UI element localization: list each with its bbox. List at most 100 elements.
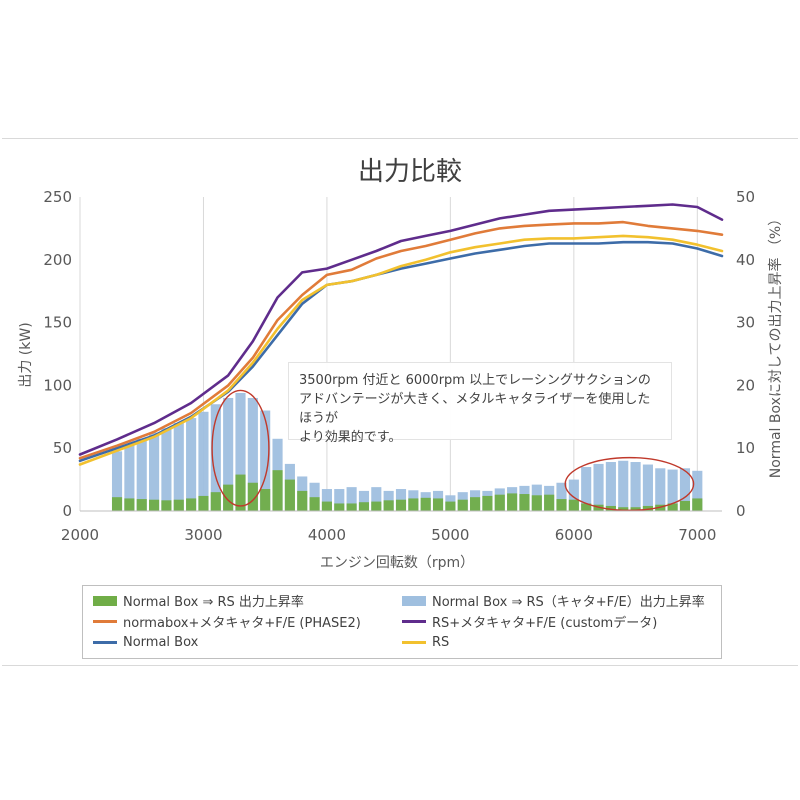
bar [260, 489, 271, 511]
bar [667, 469, 678, 511]
bar [210, 492, 221, 511]
bar [198, 495, 209, 511]
bar [124, 498, 135, 511]
bar [321, 489, 332, 511]
y2-tick-label: 30 [736, 314, 755, 332]
y-tick-label: 50 [53, 439, 72, 457]
bar [247, 482, 258, 511]
y2-tick-label: 20 [736, 376, 755, 394]
highlight-ellipses [211, 389, 695, 512]
bar [247, 397, 258, 511]
axes: 2000 3000 4000 5000 6000 7000 0 50 100 150 200 250 0… [43, 188, 755, 544]
bar [556, 499, 567, 511]
y-tick-label: 0 [62, 502, 72, 520]
bar [383, 500, 394, 511]
legend-swatch [402, 595, 426, 606]
bar [124, 445, 135, 511]
bars [111, 392, 703, 511]
bar [593, 463, 604, 511]
bar [642, 464, 653, 511]
bar [309, 497, 320, 511]
bar [297, 490, 308, 511]
legend-swatch [402, 641, 426, 644]
legend-swatch [93, 595, 117, 606]
x-tick-label: 3000 [184, 526, 222, 544]
bar [161, 428, 172, 511]
bar [149, 432, 160, 511]
annotation-box: 3500rpm 付近と 6000rpm 以上でレーシングサクションの アドバンテ… [288, 362, 672, 445]
bar [445, 501, 456, 511]
y-tick-label: 150 [43, 314, 72, 332]
series-line [78, 203, 724, 456]
bar [235, 392, 246, 511]
legend-label: Normal Box ⇒ RS（キャタ+F/E）出力上昇率 [432, 595, 705, 610]
bar [210, 404, 221, 511]
legend-label: RS+メタキャタ+F/E (customデータ) [432, 616, 658, 631]
y2-axis-label: Normal Boxに対しての出力上昇率 （%） [767, 212, 784, 478]
bar [111, 497, 123, 511]
bar [173, 499, 184, 511]
bar [605, 505, 616, 511]
bar [494, 494, 505, 511]
bar [284, 479, 295, 511]
bar [692, 470, 703, 511]
bar [223, 484, 234, 511]
bar [420, 497, 431, 511]
bar [309, 482, 320, 511]
bar [679, 468, 691, 511]
bar [334, 503, 345, 511]
highlight-ellipse [564, 456, 695, 512]
legend-swatch [93, 620, 117, 623]
bar [186, 418, 197, 511]
bar [507, 493, 518, 511]
bar [334, 489, 345, 511]
bar [235, 474, 246, 511]
bar [186, 498, 197, 511]
y2-tick-label: 40 [736, 251, 755, 269]
bar [642, 505, 653, 511]
bar [395, 499, 407, 511]
bar [136, 499, 147, 511]
bar [618, 460, 629, 511]
bar [371, 501, 382, 511]
bar [321, 501, 332, 511]
x-tick-label: 5000 [431, 526, 469, 544]
bar [531, 495, 542, 511]
y-axis-label: 出力 (kW) [18, 322, 34, 387]
x-tick-label: 7000 [678, 526, 716, 544]
legend-swatch [402, 620, 426, 623]
x-axis-label: エンジン回転数（rpm） [320, 555, 474, 571]
y-tick-label: 200 [43, 251, 72, 269]
lines [78, 203, 724, 466]
bar [618, 507, 629, 511]
legend-label: Normal Box ⇒ RS 出力上昇率 [123, 595, 304, 610]
bar [568, 479, 579, 511]
bar [655, 468, 666, 511]
legend-item: Normal Box ⇒ RS 出力上昇率 [93, 591, 402, 610]
bar [371, 487, 382, 511]
series-line [78, 234, 724, 466]
y2-tick-label: 50 [736, 188, 755, 206]
bar [272, 470, 283, 511]
legend-item: RS+メタキャタ+F/E (customデータ) [402, 612, 711, 631]
y2-tick-label: 0 [736, 502, 746, 520]
bar [457, 499, 468, 511]
highlight-ellipse [211, 389, 270, 507]
bar [470, 497, 481, 511]
bar [346, 487, 357, 511]
y-tick-label: 250 [43, 188, 72, 206]
bar [630, 507, 641, 511]
bar [679, 500, 691, 511]
bar [667, 503, 678, 511]
legend-label: RS [432, 635, 450, 650]
bar [581, 467, 592, 511]
bar [692, 498, 703, 511]
bar [173, 423, 184, 511]
legend-item: Normal Box [93, 635, 402, 650]
bar [432, 498, 444, 511]
bar [358, 502, 370, 511]
bar [519, 494, 530, 511]
bar [346, 503, 357, 511]
bar [568, 499, 579, 511]
